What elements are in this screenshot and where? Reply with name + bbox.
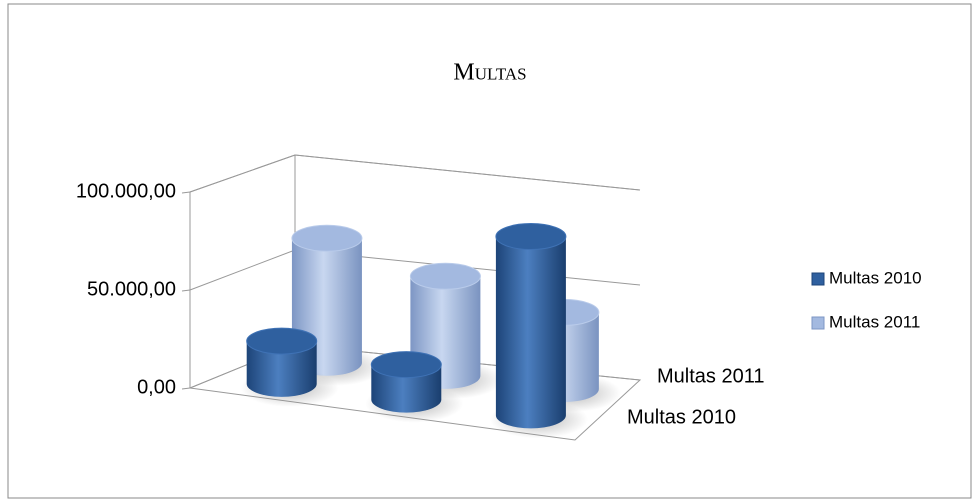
grid-line bbox=[189, 154, 641, 193]
depth-label: Multas 2010 bbox=[627, 406, 736, 428]
depth-label: Multas 2011 bbox=[657, 365, 764, 387]
cylinder-top bbox=[409, 262, 481, 290]
cylinder bbox=[495, 236, 566, 429]
y-tick-label: 0,00 bbox=[137, 376, 176, 398]
cylinder-top bbox=[495, 223, 567, 251]
cylinder bbox=[371, 364, 442, 413]
cylinder-top bbox=[291, 224, 363, 252]
tick-mark bbox=[181, 387, 191, 390]
chart-title: Multas bbox=[453, 60, 526, 86]
legend-swatch bbox=[811, 316, 825, 330]
legend-label: Multas 2011 bbox=[829, 312, 920, 331]
cylinder-top bbox=[246, 327, 318, 355]
cylinder bbox=[246, 341, 317, 397]
tick-mark bbox=[181, 289, 191, 292]
y-tick-label: 100.000,00 bbox=[76, 180, 176, 202]
y-tick-label: 50.000,00 bbox=[87, 278, 176, 300]
chart-border bbox=[7, 3, 972, 499]
legend-swatch bbox=[811, 272, 825, 286]
cylinder-top bbox=[370, 351, 442, 379]
legend-label: Multas 2010 bbox=[829, 268, 922, 287]
tick-mark bbox=[181, 191, 191, 194]
